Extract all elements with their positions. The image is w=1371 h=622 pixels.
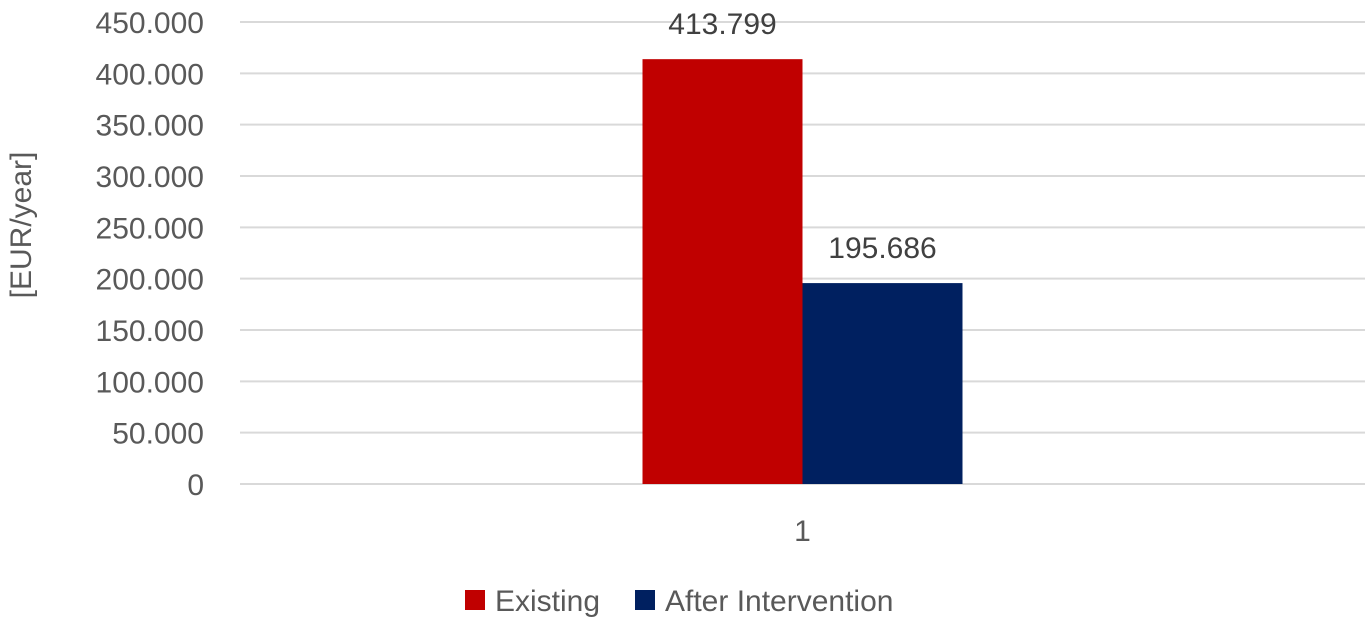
y-tick-label: 100.000	[96, 366, 204, 399]
y-tick-label: 450.000	[96, 7, 204, 40]
y-tick-label: 50.000	[112, 418, 204, 451]
legend-swatch	[635, 590, 655, 610]
data-label: 413.799	[668, 8, 776, 41]
legend-label: Existing	[495, 585, 600, 618]
y-tick-label: 250.000	[96, 212, 204, 245]
legend: Existing After Intervention	[465, 585, 893, 618]
bars	[642, 59, 963, 485]
bar-existing	[642, 59, 803, 485]
y-axis-title: [EUR/year]	[5, 152, 38, 299]
x-axis-tick-labels: 1	[794, 515, 811, 548]
x-tick-label: 1	[794, 515, 811, 548]
bar-after-intervention	[802, 283, 963, 484]
y-tick-label: 200.000	[96, 264, 204, 297]
y-axis-tick-labels: 0 50.000 100.000 150.000 200.000 250.000 300.0…	[96, 7, 204, 502]
legend-label: After Intervention	[665, 585, 893, 618]
legend-swatch	[465, 590, 485, 610]
y-tick-label: 350.000	[96, 110, 204, 143]
y-tick-label: 0	[187, 469, 204, 502]
y-tick-label: 300.000	[96, 161, 204, 194]
y-tick-label: 150.000	[96, 315, 204, 348]
y-tick-label: 400.000	[96, 58, 204, 91]
data-label: 195.686	[828, 232, 936, 265]
data-labels: 413.799 195.686	[668, 8, 936, 265]
